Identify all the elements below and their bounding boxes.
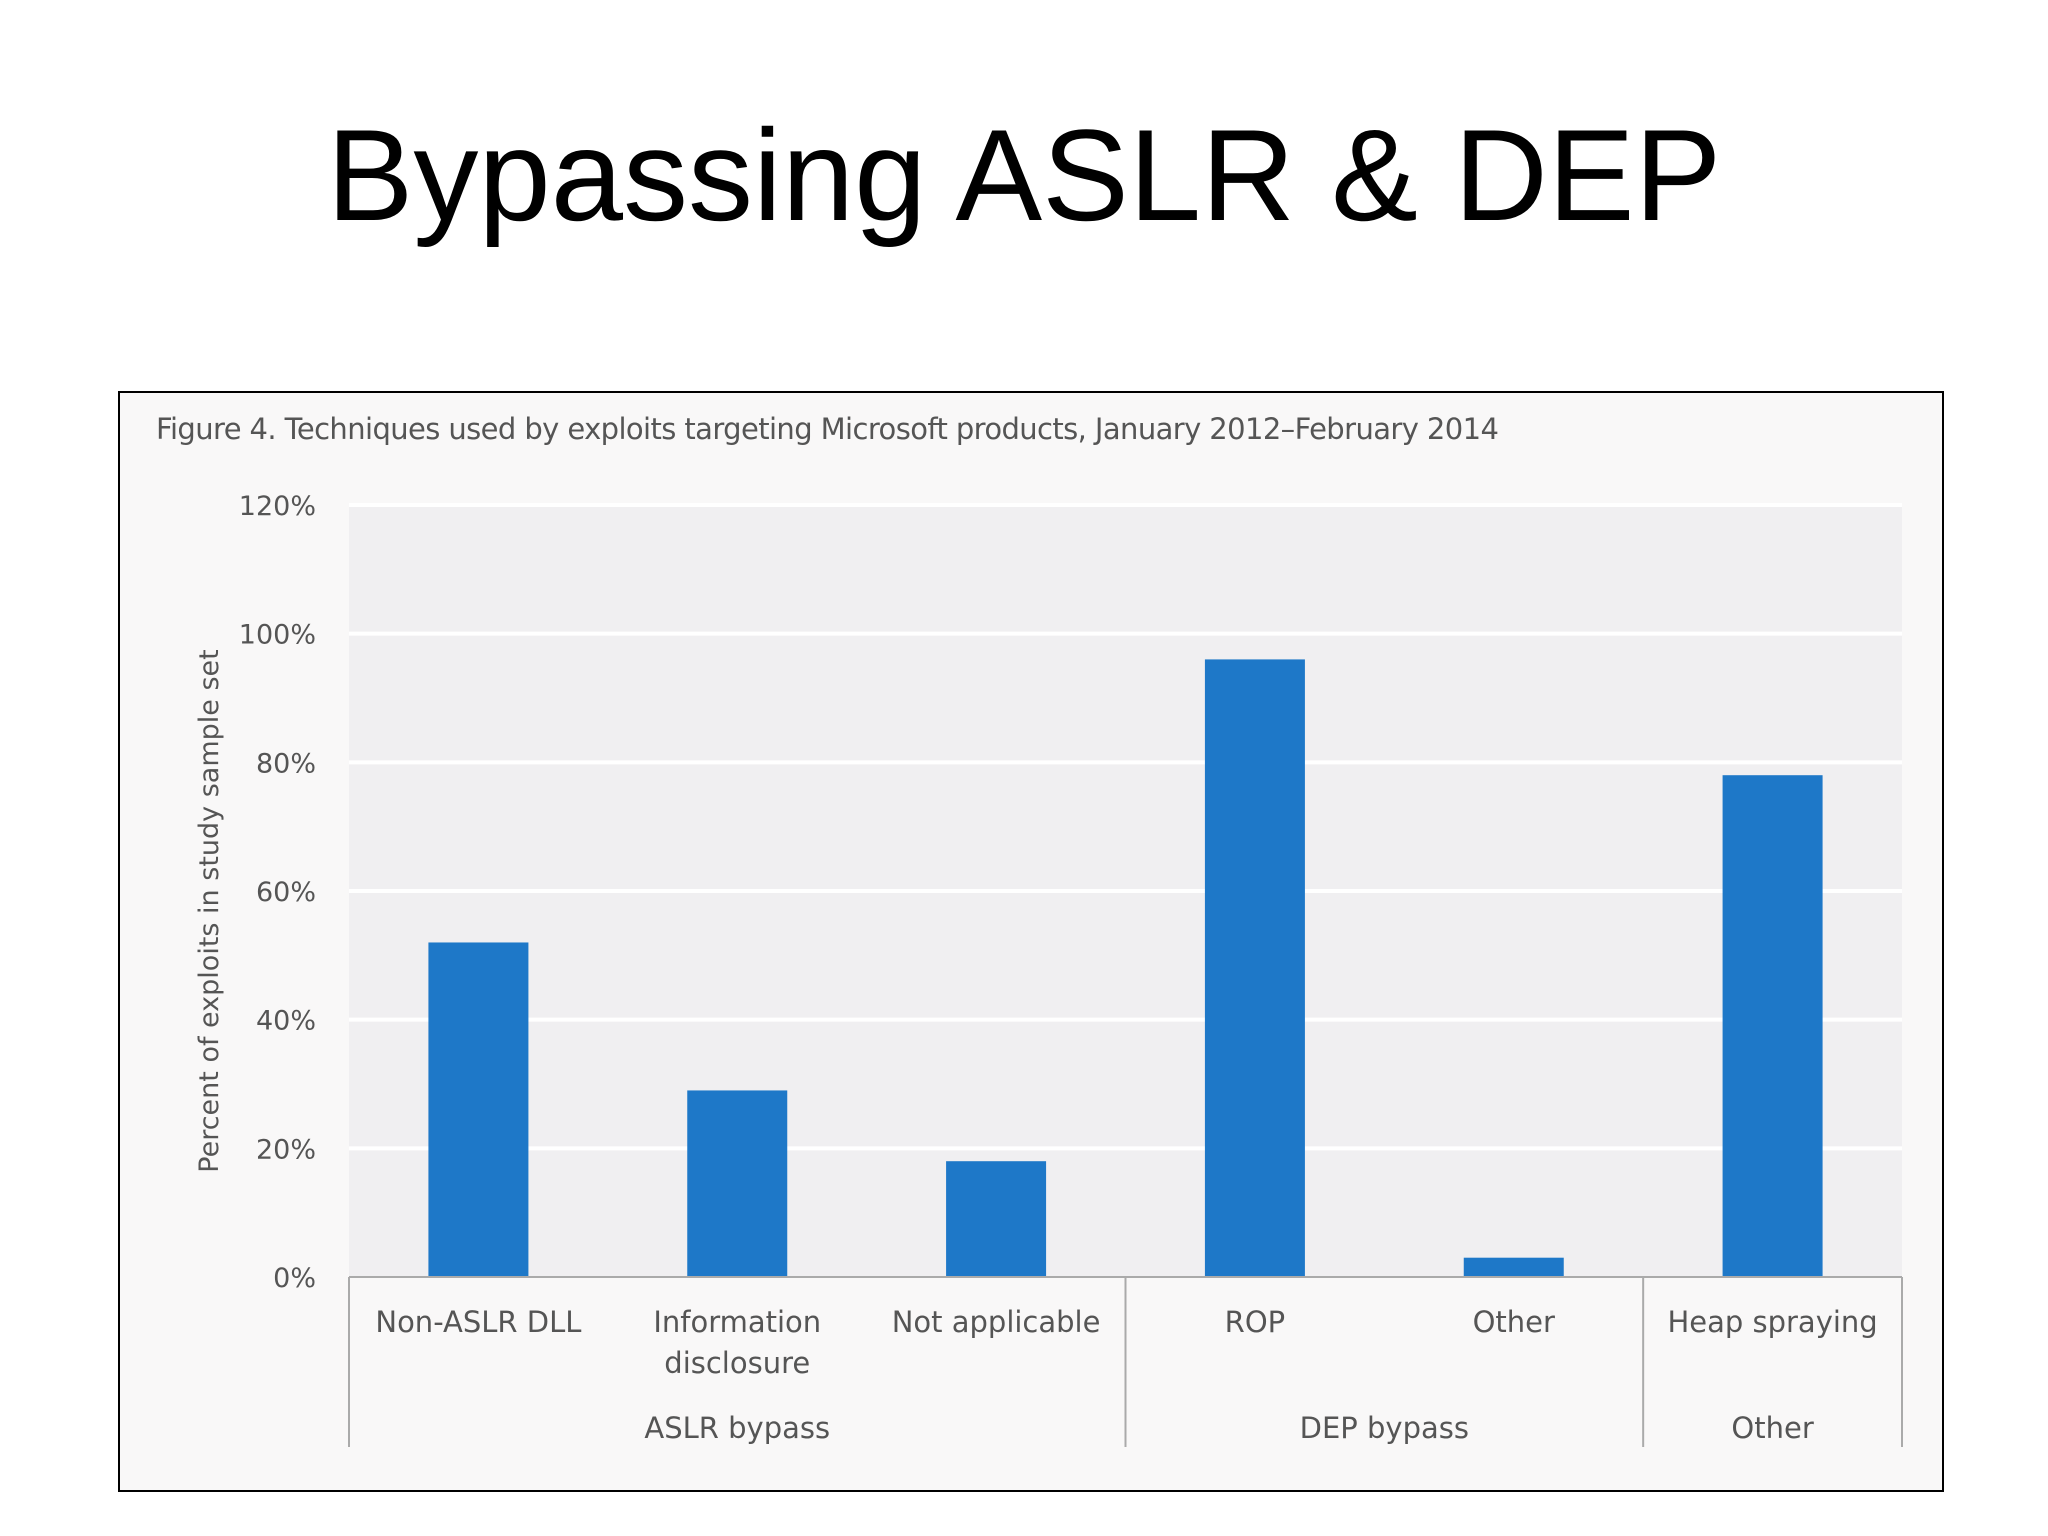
bar — [428, 942, 529, 1277]
category-label: Other — [1473, 1305, 1555, 1339]
y-tick-label: 60% — [256, 877, 316, 908]
bar — [1204, 659, 1305, 1277]
bar — [1463, 1257, 1564, 1277]
group-label: Other — [1731, 1411, 1813, 1445]
bars — [428, 659, 1823, 1277]
category-label: Not applicable — [892, 1305, 1101, 1339]
y-tick-label: 100% — [239, 620, 316, 651]
y-tick-label: 0% — [273, 1263, 316, 1294]
y-tick-label: 80% — [256, 748, 316, 779]
category-label: disclosure — [664, 1346, 810, 1380]
y-tick-label: 20% — [256, 1134, 316, 1165]
category-label: ROP — [1225, 1305, 1285, 1339]
y-axis-title: Percent of exploits in study sample set — [194, 649, 225, 1172]
group-label: DEP bypass — [1300, 1411, 1469, 1445]
bar — [687, 1090, 788, 1277]
slide-title: Bypassing ASLR & DEP — [326, 102, 1722, 248]
gridlines — [349, 503, 1902, 1151]
category-label: Non-ASLR DLL — [375, 1305, 581, 1339]
category-label: Information — [653, 1305, 821, 1339]
group-label: ASLR bypass — [644, 1411, 830, 1445]
y-tick-label: 40% — [256, 1006, 316, 1037]
bar — [1722, 775, 1823, 1277]
y-axis-ticks: 0% 20% 40% 60% 80% 100% 120% — [239, 491, 316, 1294]
y-tick-label: 120% — [239, 491, 316, 522]
figure-caption: Figure 4. Techniques used by exploits ta… — [156, 412, 1499, 446]
bar — [946, 1161, 1047, 1277]
x-axis: Non-ASLR DLL Information disclosure Not app… — [348, 1276, 1903, 1447]
category-label: Heap spraying — [1667, 1305, 1877, 1339]
